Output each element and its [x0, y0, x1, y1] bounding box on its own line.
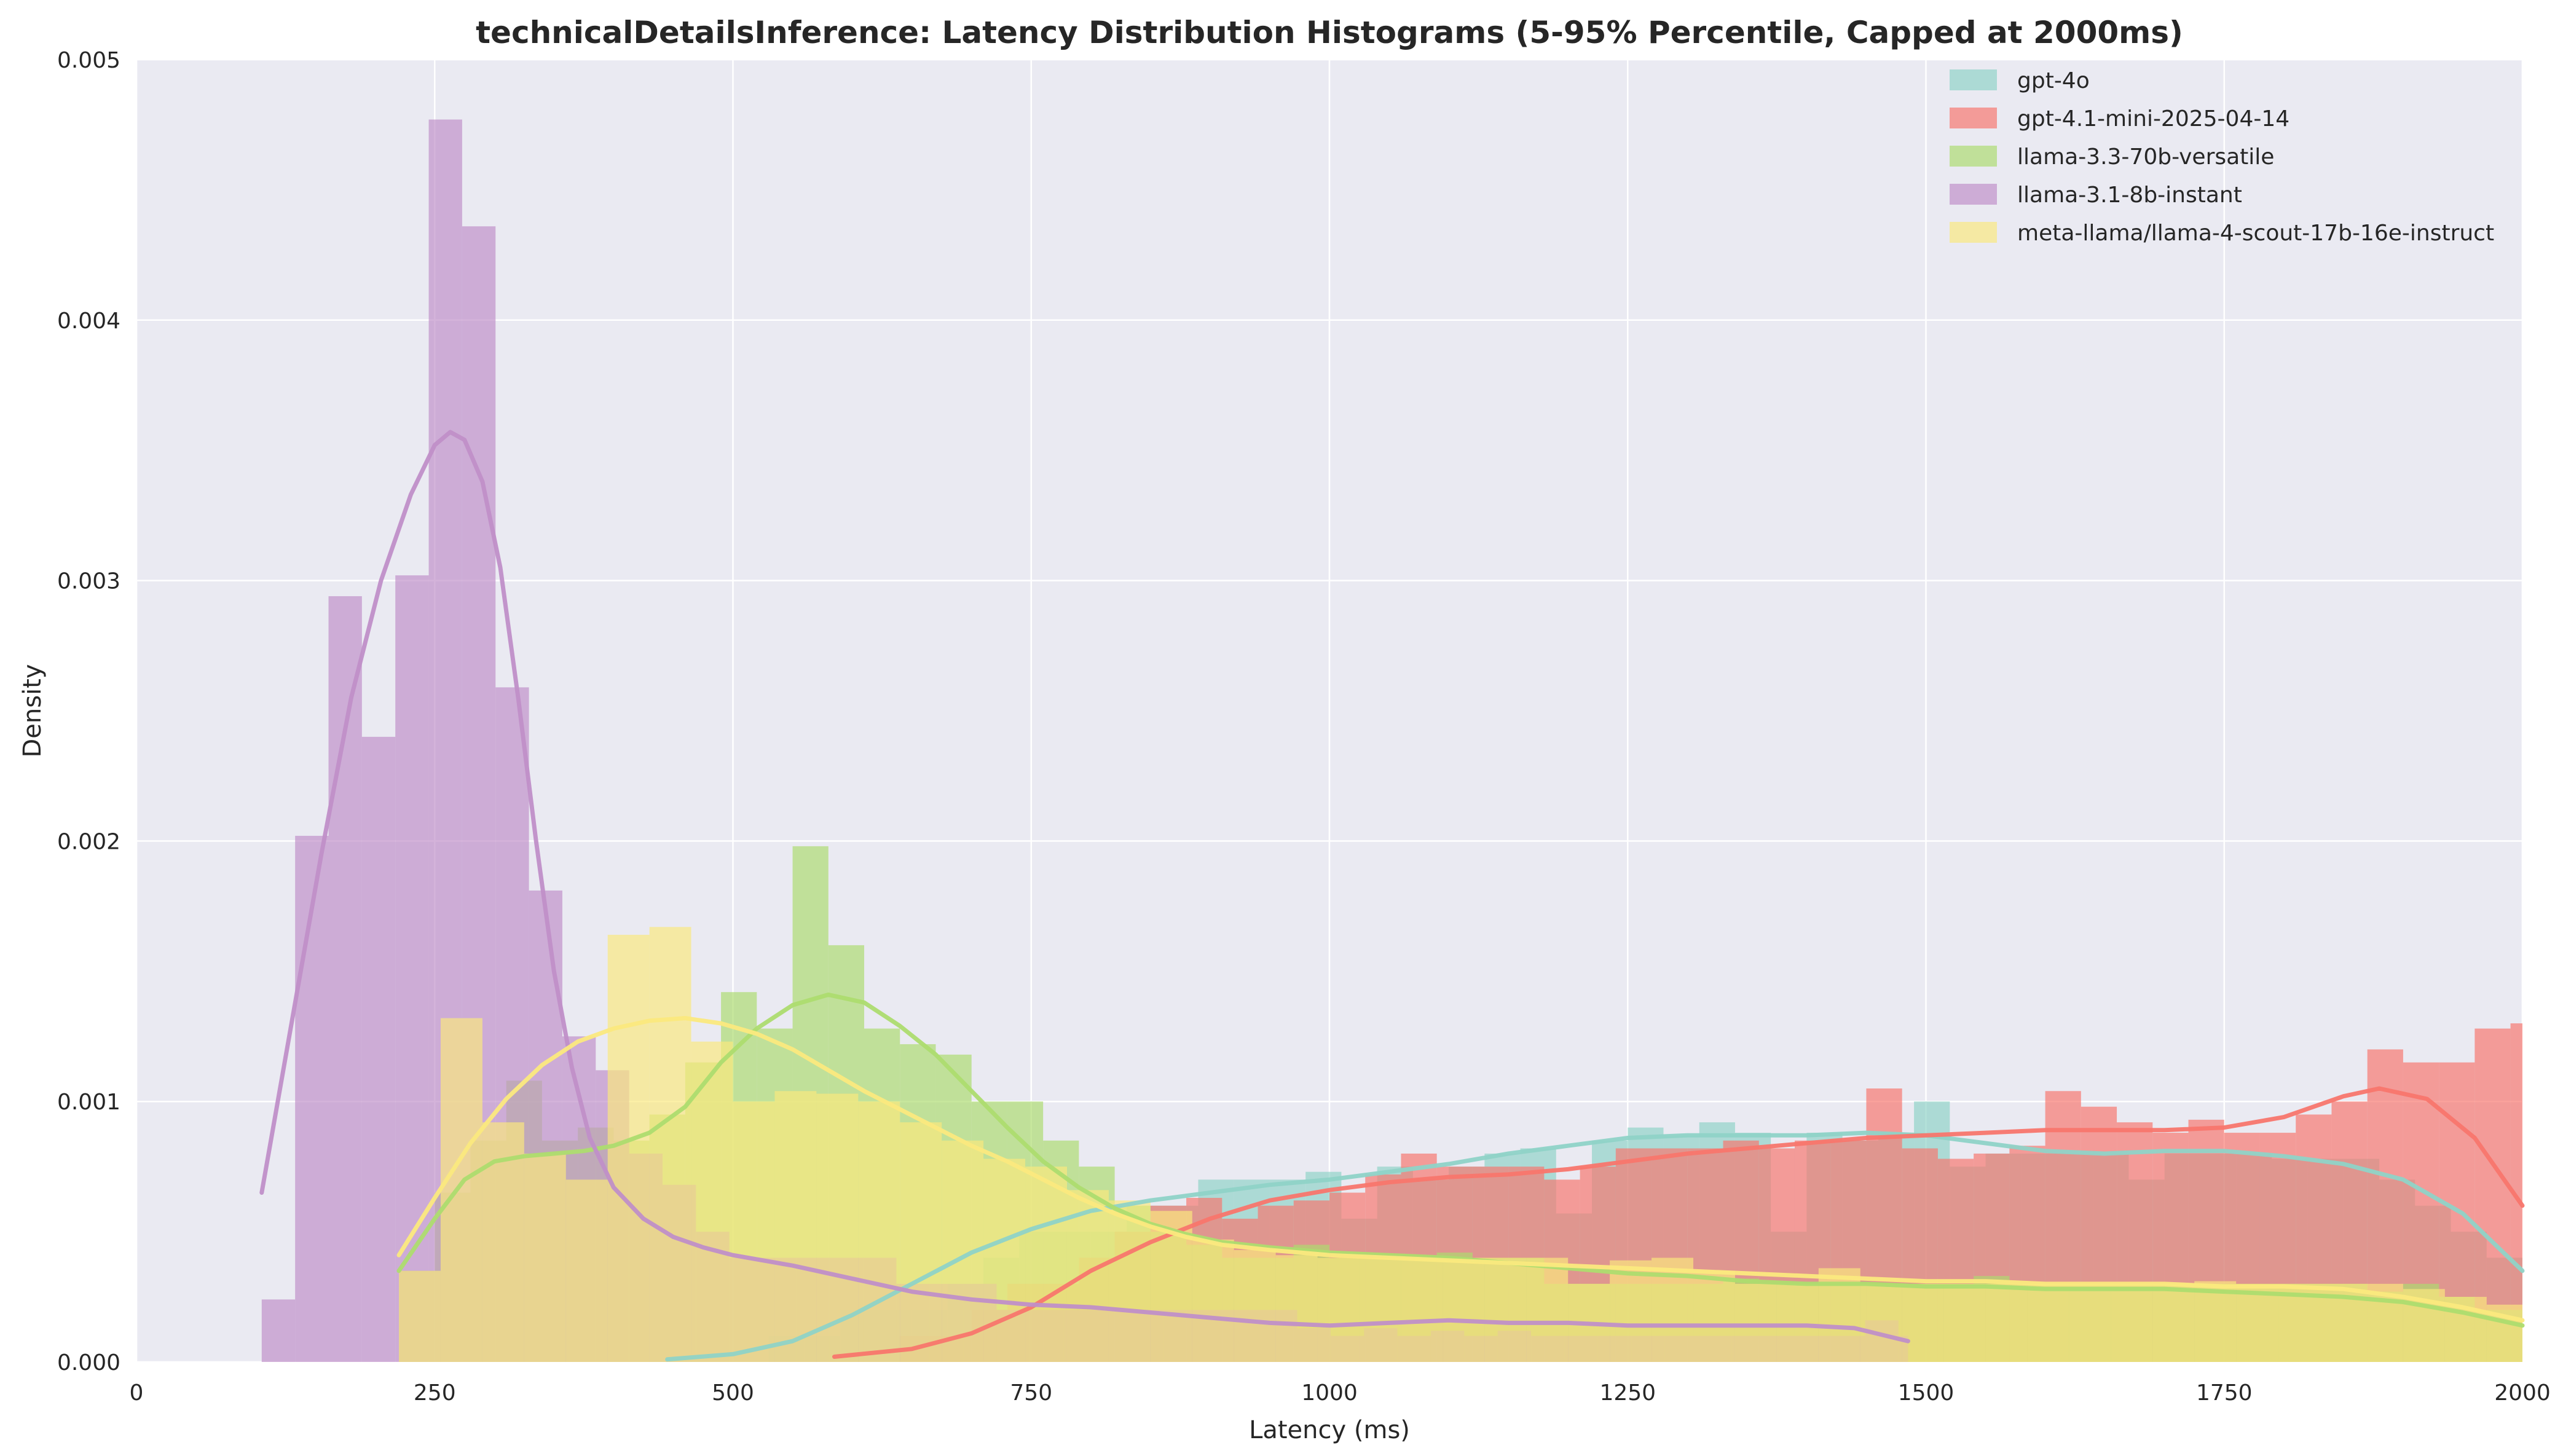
x-tick-label: 1750 — [2196, 1380, 2253, 1406]
legend-label: llama-3.3-70b-versatile — [2017, 144, 2274, 170]
legend-label: meta-llama/llama-4-scout-17b-16e-instruc… — [2017, 221, 2494, 246]
histogram-bar — [649, 927, 691, 1362]
legend-swatch — [1950, 108, 1997, 128]
kde-line — [665, 1130, 2525, 1362]
histogram-bar — [295, 835, 329, 1362]
y-axis-ticks: 0.000 0.001 0.002 0.003 0.004 0.005 — [57, 48, 120, 1375]
histogram-bar — [2027, 1283, 2069, 1362]
x-axis-ticks: 0 250 500 750 1000 1250 1500 1750 2000 — [130, 1380, 2551, 1406]
histogram-bar — [1443, 1257, 1485, 1362]
histogram-bars — [261, 119, 2522, 1363]
histogram-bar — [1234, 1249, 1276, 1362]
histogram-bar — [565, 1179, 608, 1362]
histogram-bar — [1734, 1283, 1777, 1362]
histogram-bar — [1484, 1257, 1527, 1362]
legend-swatch — [1950, 184, 1997, 205]
kde-line — [396, 992, 2525, 1328]
y-tick-label: 0.002 — [57, 829, 120, 854]
histogram-bar — [1985, 1283, 2028, 1362]
kde-line — [832, 1086, 2525, 1359]
histogram-bar — [2111, 1283, 2153, 1362]
y-tick-label: 0.004 — [57, 309, 120, 334]
histogram-bar — [1192, 1239, 1234, 1362]
legend: gpt-4o gpt-4.1-mini-2025-04-14 llama-3.3-7… — [1950, 68, 2494, 246]
histogram-bar — [1359, 1257, 1401, 1362]
y-tick-label: 0.003 — [57, 569, 120, 594]
histogram-bar — [858, 1101, 900, 1362]
histogram-bar — [2236, 1283, 2278, 1362]
legend-label: llama-3.1-8b-instant — [2017, 183, 2242, 208]
histogram-bar — [524, 1153, 566, 1362]
histogram-bar — [1526, 1257, 1569, 1362]
histogram-bar — [607, 934, 650, 1362]
y-tick-label: 0.005 — [57, 48, 120, 73]
histogram-bar — [1275, 1255, 1318, 1362]
histogram-bar — [1401, 1257, 1443, 1362]
legend-swatch — [1950, 222, 1997, 243]
histogram-bar — [1108, 1200, 1151, 1362]
histogram-bar — [1860, 1283, 1902, 1362]
histogram-bar — [2510, 1023, 2522, 1362]
x-tick-label: 750 — [1010, 1380, 1052, 1406]
histogram-bar — [691, 1041, 733, 1362]
y-tick-label: 0.000 — [57, 1350, 120, 1375]
x-axis-label: Latency (ms) — [1249, 1416, 1410, 1444]
histogram-bar — [395, 575, 429, 1362]
histogram-bar — [361, 736, 396, 1362]
legend-label: gpt-4.1-mini-2025-04-14 — [2017, 106, 2289, 132]
histogram-bar — [1317, 1257, 1360, 1362]
x-tick-label: 2000 — [2494, 1380, 2551, 1406]
legend-swatch — [1950, 69, 1997, 90]
x-tick-label: 250 — [414, 1380, 456, 1406]
histogram-bar — [900, 1122, 942, 1362]
series-bars — [399, 927, 2522, 1362]
x-tick-label: 1500 — [1898, 1380, 1955, 1406]
histogram-bar — [440, 1018, 482, 1362]
histogram-bar — [261, 1299, 296, 1362]
histogram-bar — [1943, 1283, 1986, 1362]
histogram-bar — [1693, 1270, 1735, 1362]
chart-title: technicalDetailsInference: Latency Distr… — [476, 15, 2183, 50]
histogram-bar — [2194, 1281, 2237, 1362]
kde-line — [259, 430, 1910, 1344]
x-tick-label: 0 — [130, 1380, 144, 1406]
kde-line — [396, 1016, 2525, 1323]
y-axis-label: Density — [18, 664, 47, 757]
histogram-bar — [1902, 1283, 1944, 1362]
histogram-bar — [1610, 1260, 1652, 1362]
histogram-bar — [399, 1270, 441, 1362]
legend-swatch — [1950, 146, 1997, 167]
histogram-bar — [733, 1101, 775, 1362]
x-tick-label: 1250 — [1599, 1380, 1656, 1406]
histogram-bar — [1066, 1190, 1109, 1362]
histogram-bar — [983, 1159, 1026, 1362]
x-tick-label: 500 — [712, 1380, 754, 1406]
histogram-bar — [1776, 1283, 1819, 1362]
x-tick-label: 1000 — [1301, 1380, 1358, 1406]
histogram-bar — [328, 596, 362, 1362]
histogram-bar — [1025, 1167, 1067, 1362]
histogram-bar — [2152, 1283, 2195, 1362]
legend-label: gpt-4o — [2017, 68, 2090, 93]
histogram-bar — [2069, 1283, 2111, 1362]
kde-curves — [259, 430, 2525, 1362]
histogram-bar — [774, 1091, 817, 1362]
y-tick-label: 0.001 — [57, 1090, 120, 1115]
